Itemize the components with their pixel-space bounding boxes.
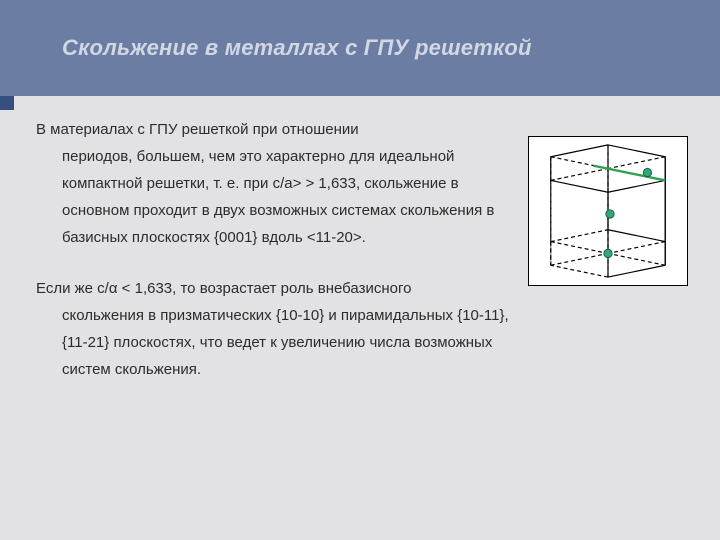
text-column: В материалах с ГПУ решеткой при отношени…: [36, 116, 514, 407]
paragraph-first-line: Если же с/α < 1,633, то возрастает роль …: [36, 275, 514, 302]
paragraph-rest: периодов, большем, чем это характерно дл…: [36, 143, 514, 251]
title-band: Скольжение в металлах с ГПУ решеткой: [0, 0, 720, 96]
hcp-lattice-figure: [528, 136, 688, 286]
paragraph: Если же с/α < 1,633, то возрастает роль …: [36, 275, 514, 383]
paragraph-first-line: В материалах с ГПУ решеткой при отношени…: [36, 116, 514, 143]
figure-column: [528, 116, 696, 407]
paragraph: В материалах с ГПУ решеткой при отношени…: [36, 116, 514, 251]
slide-root: Скольжение в металлах с ГПУ решеткой В м…: [0, 0, 720, 540]
page-title: Скольжение в металлах с ГПУ решеткой: [62, 35, 532, 61]
paragraph-rest: скольжения в призматических {10-10} и пи…: [36, 302, 514, 383]
hcp-lattice-svg: [529, 137, 687, 285]
content-row: В материалах с ГПУ решеткой при отношени…: [36, 116, 696, 407]
